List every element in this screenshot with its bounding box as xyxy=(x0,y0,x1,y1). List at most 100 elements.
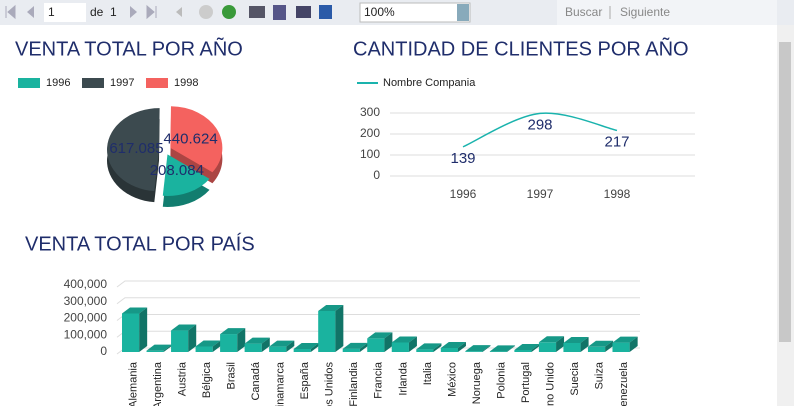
bar-side xyxy=(261,337,270,352)
zoom-select[interactable] xyxy=(359,2,471,23)
bar xyxy=(440,347,458,352)
bar-side xyxy=(556,336,565,352)
y-tick-label: 200,000 xyxy=(64,311,108,325)
y-tick-label: 0 xyxy=(100,344,107,358)
data-label: 440.624 xyxy=(163,131,217,148)
x-tick-label: Argentina xyxy=(152,361,164,406)
page-input[interactable] xyxy=(44,3,86,22)
bar-side xyxy=(335,304,344,352)
bar-top xyxy=(587,340,614,347)
bar xyxy=(318,310,336,352)
bar-top xyxy=(489,345,516,352)
data-label: 139 xyxy=(450,150,475,167)
bar xyxy=(122,313,140,352)
x-tick-label: Canadá xyxy=(250,361,262,400)
grid-line xyxy=(116,297,640,305)
bar-side xyxy=(531,343,540,352)
pie-slice xyxy=(162,154,210,196)
bar-side xyxy=(237,328,246,352)
line-title: CANTIDAD DE CLIENTES POR AÑO xyxy=(353,36,689,60)
page-of: de xyxy=(90,5,104,19)
page-total: 1 xyxy=(110,5,117,19)
legend-label: 1997 xyxy=(110,77,134,89)
bar-top xyxy=(391,336,417,343)
bar-side xyxy=(359,342,368,352)
zoom-dropdown[interactable] xyxy=(457,4,469,21)
x-tick-label: Finlandia xyxy=(348,361,360,406)
x-tick-label: México xyxy=(446,362,458,397)
x-tick-label: Reino Unido xyxy=(544,362,556,406)
bar-top xyxy=(293,342,319,349)
x-tick-label: España xyxy=(299,361,311,399)
legend-swatch xyxy=(18,78,40,88)
bar xyxy=(465,351,483,352)
legend-swatch xyxy=(82,78,104,88)
legend-label: 1996 xyxy=(46,77,70,89)
bar-side xyxy=(384,332,393,352)
grid-line xyxy=(116,280,640,288)
bar-side xyxy=(482,345,491,352)
pie-slice xyxy=(107,108,160,192)
bar-title: VENTA TOTAL POR PAÍS xyxy=(25,232,255,255)
line-series xyxy=(462,112,618,148)
bar xyxy=(612,342,630,352)
bar xyxy=(367,338,385,352)
grid-line xyxy=(116,314,640,321)
data-label: 208.084 xyxy=(150,162,204,179)
x-tick-label: Brasil xyxy=(226,362,238,390)
bar-side xyxy=(507,345,516,352)
bar-top xyxy=(195,340,221,347)
pie-slice xyxy=(170,106,223,173)
bar-top xyxy=(146,344,172,351)
find-button[interactable]: Buscar xyxy=(565,5,602,19)
page-number: 1 xyxy=(48,5,55,19)
bar-top xyxy=(244,337,270,344)
x-tick-label: Bélgica xyxy=(201,361,213,398)
bar xyxy=(416,349,434,352)
bar-top xyxy=(538,336,565,343)
x-tick-label: 1996 xyxy=(450,187,477,201)
bar-top xyxy=(367,332,393,339)
bar xyxy=(293,348,311,352)
bar xyxy=(220,334,238,352)
y-tick-label: 200 xyxy=(360,126,380,140)
bar-top xyxy=(269,340,295,347)
y-tick-label: 300,000 xyxy=(64,294,108,308)
pie-title: VENTA TOTAL POR AÑO xyxy=(15,36,243,60)
bar-side xyxy=(457,341,466,352)
bar-side xyxy=(310,342,319,352)
bar xyxy=(538,342,557,352)
bar-top xyxy=(612,336,638,343)
data-label: 298 xyxy=(527,116,552,133)
x-tick-label: Portugal xyxy=(520,362,532,403)
bar xyxy=(514,349,532,352)
x-tick-label: Noruega xyxy=(471,361,483,404)
legend-label: Nombre Compania xyxy=(383,77,476,89)
scroll-thumb[interactable] xyxy=(779,42,791,342)
bar-top xyxy=(465,345,491,352)
bar-top xyxy=(220,328,246,335)
bar-side xyxy=(629,336,638,352)
bar-side xyxy=(212,340,221,352)
y-tick-label: 0 xyxy=(373,168,380,182)
x-tick-label: Austria xyxy=(177,361,189,396)
bar-side xyxy=(286,340,295,352)
data-label: 217 xyxy=(604,133,629,150)
bar-top xyxy=(342,342,368,349)
bar-top xyxy=(514,343,540,350)
x-tick-label: Irlanda xyxy=(397,361,409,396)
x-tick-label: Francia xyxy=(373,361,385,399)
bar xyxy=(195,346,213,352)
x-tick-label: Estados Unidos xyxy=(324,362,336,406)
bar xyxy=(563,342,581,352)
next-button[interactable]: Siguiente xyxy=(620,5,670,19)
bar-side xyxy=(433,343,442,352)
legend-swatch xyxy=(146,78,168,88)
bar xyxy=(489,351,508,352)
data-label: 617.085 xyxy=(109,140,163,157)
bar-top xyxy=(563,336,589,343)
x-tick-label: 1998 xyxy=(604,187,631,201)
bar xyxy=(171,330,189,352)
